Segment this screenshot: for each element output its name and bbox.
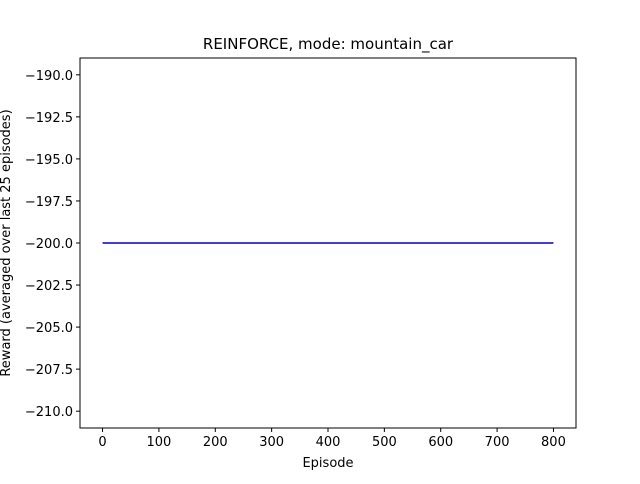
x-tick-label: 0 [98,435,106,450]
x-tick-label: 200 [203,435,228,450]
plot-frame [79,57,577,429]
chart-title: REINFORCE, mode: mountain_car [203,35,454,54]
x-tick-label: 300 [259,435,284,450]
y-tick-label: −205.0 [25,321,73,336]
y-tick-label: −197.5 [25,195,73,210]
ticks-layer: 0 100 200 300 400 500 600 700 800 −190.0 −192.5 −19… [25,69,566,450]
y-axis-label: Reward (averaged over last 25 episodes) [0,109,14,376]
x-axis-label: Episode [302,456,353,471]
x-tick-label: 500 [372,435,397,450]
y-tick-label: −190.0 [25,69,73,84]
x-tick-label: 100 [146,435,171,450]
x-tick-label: 700 [485,435,510,450]
y-tick-label: −200.0 [25,237,73,252]
y-tick-label: −207.5 [25,363,73,378]
y-tick-label: −195.0 [25,153,73,168]
x-tick-label: 800 [541,435,566,450]
y-tick-label: −192.5 [25,111,73,126]
y-tick-label: −210.0 [25,405,73,420]
y-tick-label: −202.5 [25,279,73,294]
x-tick-label: 400 [316,435,341,450]
x-tick-label: 600 [428,435,453,450]
